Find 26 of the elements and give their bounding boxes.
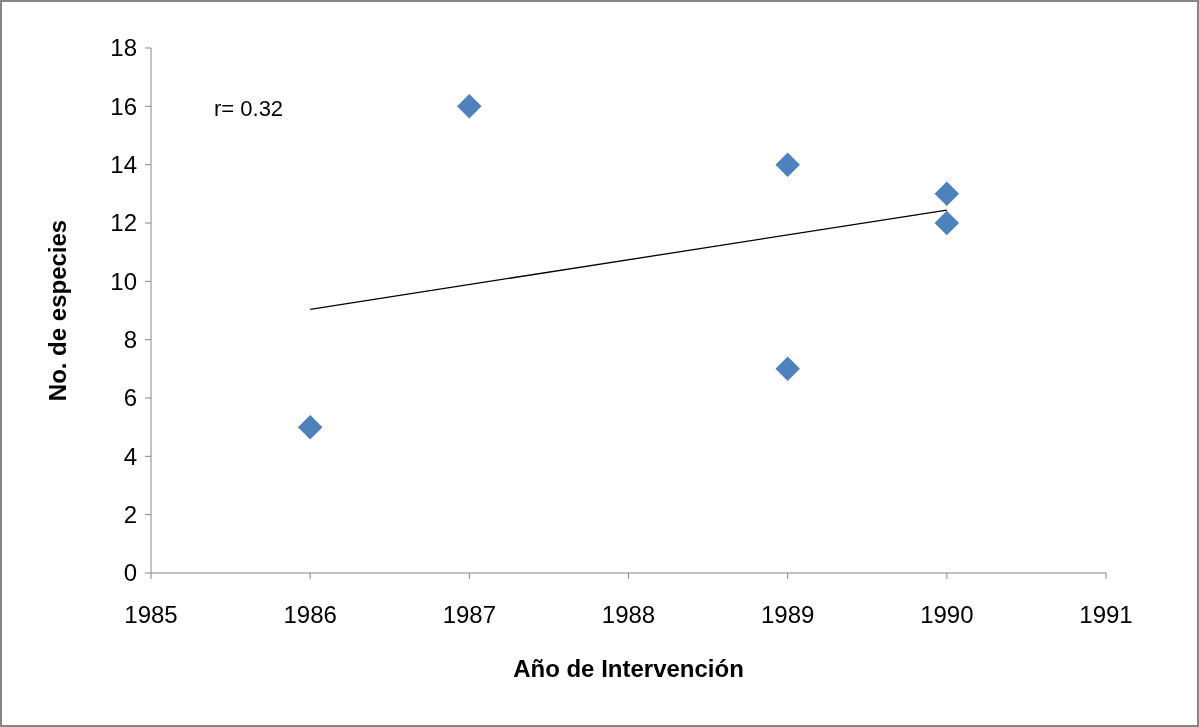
point: [297, 414, 323, 440]
x-tick-label: 1989: [760, 601, 815, 628]
point: [934, 181, 960, 207]
y-tick-label: 4: [123, 442, 137, 470]
x-axis-title: Año de Intervención: [513, 655, 744, 682]
x-tick-label: 1985: [124, 601, 178, 628]
y-tick-label: 6: [123, 384, 137, 412]
y-tick-label: 2: [123, 501, 137, 529]
y-tick-label: 16: [110, 92, 137, 120]
x-tick-label: 1991: [1079, 601, 1133, 628]
y-tick-label: 18: [110, 34, 137, 62]
y-tick-label: 8: [123, 326, 137, 354]
annotation: r= 0.32: [214, 95, 284, 121]
point: [934, 210, 960, 236]
y-tick-label: 0: [123, 559, 137, 587]
y-axis-title: No. de especies: [44, 219, 71, 402]
x-tick-label: 1990: [920, 601, 974, 628]
point: [775, 356, 800, 382]
point: [457, 94, 482, 119]
x-tick-label: 1988: [601, 601, 656, 628]
y-tick-label: 12: [110, 209, 137, 237]
x-tick-label: 1987: [442, 601, 497, 628]
y-tick-label: 10: [110, 267, 137, 295]
point: [775, 152, 800, 177]
x-tick-label: 1986: [283, 601, 337, 628]
y-tick-label: 14: [110, 151, 137, 179]
